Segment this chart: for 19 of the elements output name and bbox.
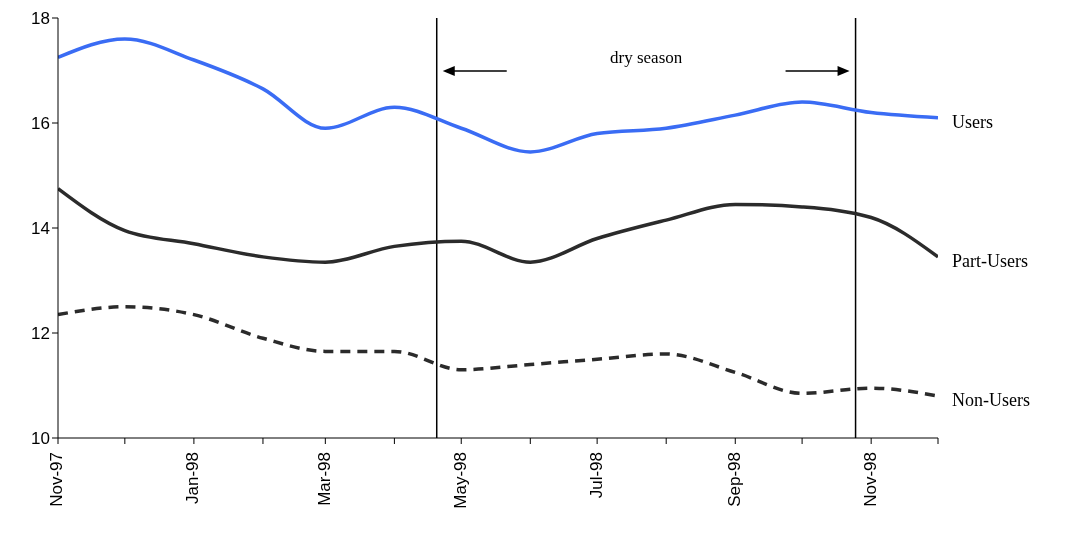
x-tick-label: Mar-98 <box>314 452 334 506</box>
line-series <box>58 37 938 154</box>
x-tick-label: Nov-97 <box>47 452 67 507</box>
series-label: Non-Users <box>952 390 1030 411</box>
x-tick-label: Sep-98 <box>724 452 744 507</box>
series-label: Users <box>952 111 993 132</box>
series-label: Part-Users <box>952 251 1028 271</box>
x-tick-label: Jan-98 <box>183 452 203 504</box>
annotation: dry season <box>610 48 683 67</box>
y-tick-label: 14 <box>31 219 50 239</box>
y-tick-label: 16 <box>31 114 50 134</box>
x-tick-label: Nov-98 <box>860 452 880 507</box>
y-tick-label: 12 <box>31 324 50 344</box>
line-series <box>58 186 938 264</box>
line-series <box>58 305 938 398</box>
y-tick-label: 10 <box>31 429 50 449</box>
y-tick-label: 18 <box>31 9 50 29</box>
x-tick-label: May-98 <box>450 452 470 509</box>
x-tick-label: Jul-98 <box>586 452 606 499</box>
